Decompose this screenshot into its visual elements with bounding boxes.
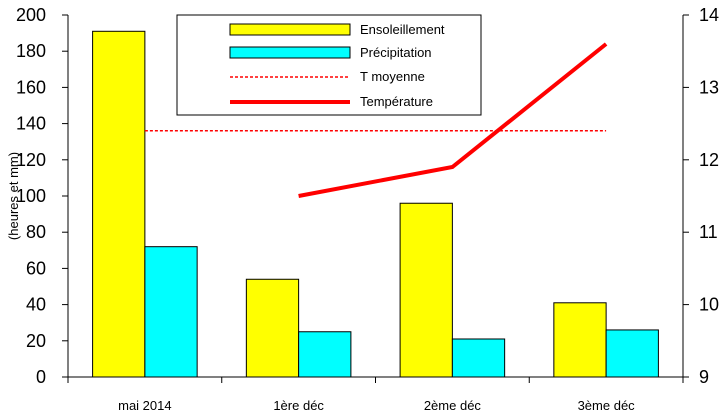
y-left-tick-label: 160	[16, 77, 46, 97]
y-left-ticks: 0 20 40 60 80 100 120 140 160 180 200	[16, 5, 68, 387]
y-right-ticks: 9 10 11 12 13 14	[683, 5, 719, 387]
y-right-tick-label: 11	[699, 222, 718, 242]
line-temperature	[298, 42, 608, 198]
legend-swatch-precipitation	[229, 46, 351, 59]
bar-ensoleillement-3	[553, 302, 607, 378]
legend: Ensoleillement Précipitation T moyenne T…	[176, 14, 482, 116]
x-category-label: 1ère déc	[273, 398, 324, 413]
legend-label-temperature: Température	[360, 94, 433, 109]
y-left-tick-label: 100	[16, 186, 46, 206]
x-category-label: 2ème déc	[424, 398, 482, 413]
y-left-tick-label: 60	[26, 258, 46, 278]
y-left-tick-label: 200	[16, 5, 46, 25]
bar-precipitation-3	[605, 329, 659, 378]
y-right-tick-label: 14	[699, 5, 719, 25]
y-right-tick-label: 13	[699, 77, 719, 97]
legend-label-precipitation: Précipitation	[360, 45, 432, 60]
x-category-label: 3ème déc	[578, 398, 636, 413]
bar-ensoleillement-0	[92, 30, 146, 378]
bars	[92, 30, 659, 378]
x-category-label: mai 2014	[118, 398, 171, 413]
y-left-tick-label: 180	[16, 41, 46, 61]
bar-ensoleillement-2	[399, 202, 453, 378]
bar-ensoleillement-1	[245, 278, 300, 378]
y-right-tick-label: 9	[699, 367, 709, 387]
y-left-tick-label: 120	[16, 150, 46, 170]
bar-precipitation-2	[451, 338, 506, 378]
y-left-tick-label: 0	[36, 367, 46, 387]
legend-label-ensoleillement: Ensoleillement	[360, 22, 445, 37]
y-left-tick-label: 140	[16, 114, 46, 134]
legend-swatch-ensoleillement	[229, 23, 351, 36]
y-left-tick-label: 20	[26, 331, 46, 351]
bar-precipitation-1	[298, 331, 352, 378]
y-left-tick-label: 80	[26, 222, 46, 242]
legend-label-t-moyenne: T moyenne	[360, 69, 425, 84]
bar-precipitation-0	[144, 246, 198, 378]
lines	[144, 42, 608, 198]
y-right-tick-label: 12	[699, 150, 719, 170]
x-ticks: mai 2014 1ère déc 2ème déc 3ème déc	[67, 377, 684, 413]
y-axis-label: (heures et mm)	[6, 152, 21, 240]
y-right-tick-label: 10	[699, 295, 719, 315]
y-left-tick-label: 40	[26, 295, 46, 315]
